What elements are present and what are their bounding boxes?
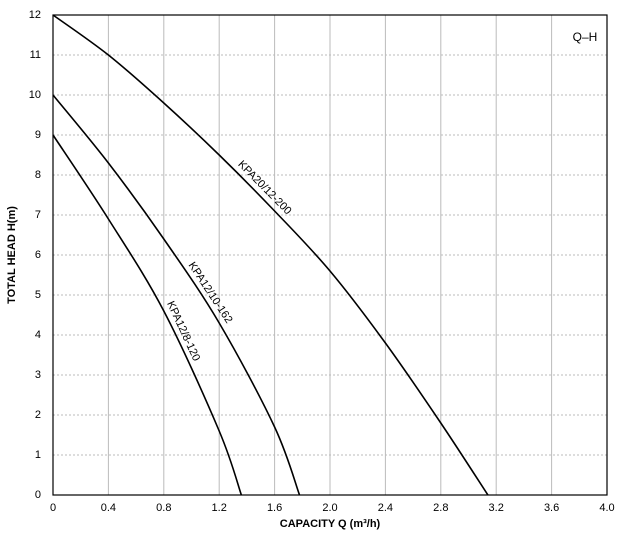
x-tick-label: 2.0 [322, 502, 337, 514]
y-tick-label: 2 [35, 409, 41, 421]
y-tick-label: 3 [35, 369, 41, 381]
y-tick-label: 4 [35, 329, 41, 341]
series-label: KPA20/12-200 [235, 158, 293, 217]
x-tick-label: 4.0 [599, 502, 614, 514]
y-tick-label: 6 [35, 249, 41, 261]
curve [52, 14, 489, 496]
x-tick-label: 2.8 [433, 502, 448, 514]
series-label: KPA12/8-120 [164, 299, 202, 363]
x-tick-label: 3.6 [544, 502, 559, 514]
y-tick-label: 10 [29, 89, 41, 101]
x-tick-label: 2.4 [378, 502, 393, 514]
y-tick-label: 1 [35, 449, 41, 461]
y-tick-label: 7 [35, 209, 41, 221]
y-tick-label: 8 [35, 169, 41, 181]
y-axis-label: TOTAL HEAD H(m) [6, 206, 18, 304]
curve [52, 134, 243, 496]
x-tick-label: 0.4 [101, 502, 116, 514]
x-tick-label: 0.8 [156, 502, 171, 514]
y-tick-label: 5 [35, 289, 41, 301]
plot-frame [52, 14, 608, 496]
curve [52, 94, 301, 496]
y-tick-label: 11 [30, 49, 41, 61]
y-tick-label: 12 [29, 9, 41, 21]
x-axis-label: CAPACITY Q (m³/h) [280, 518, 381, 530]
chart-annotation: Q–H [573, 30, 598, 44]
x-tick-label: 1.2 [212, 502, 227, 514]
x-tick-label: 0 [50, 502, 56, 514]
x-tick-label: 3.2 [489, 502, 504, 514]
series-label: KPA12/10-162 [186, 260, 235, 326]
y-tick-label: 0 [35, 489, 41, 501]
x-tick-label: 1.6 [267, 502, 282, 514]
y-tick-label: 9 [35, 129, 41, 141]
